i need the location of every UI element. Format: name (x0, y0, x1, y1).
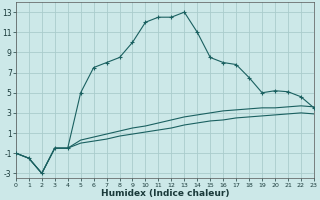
X-axis label: Humidex (Indice chaleur): Humidex (Indice chaleur) (101, 189, 229, 198)
